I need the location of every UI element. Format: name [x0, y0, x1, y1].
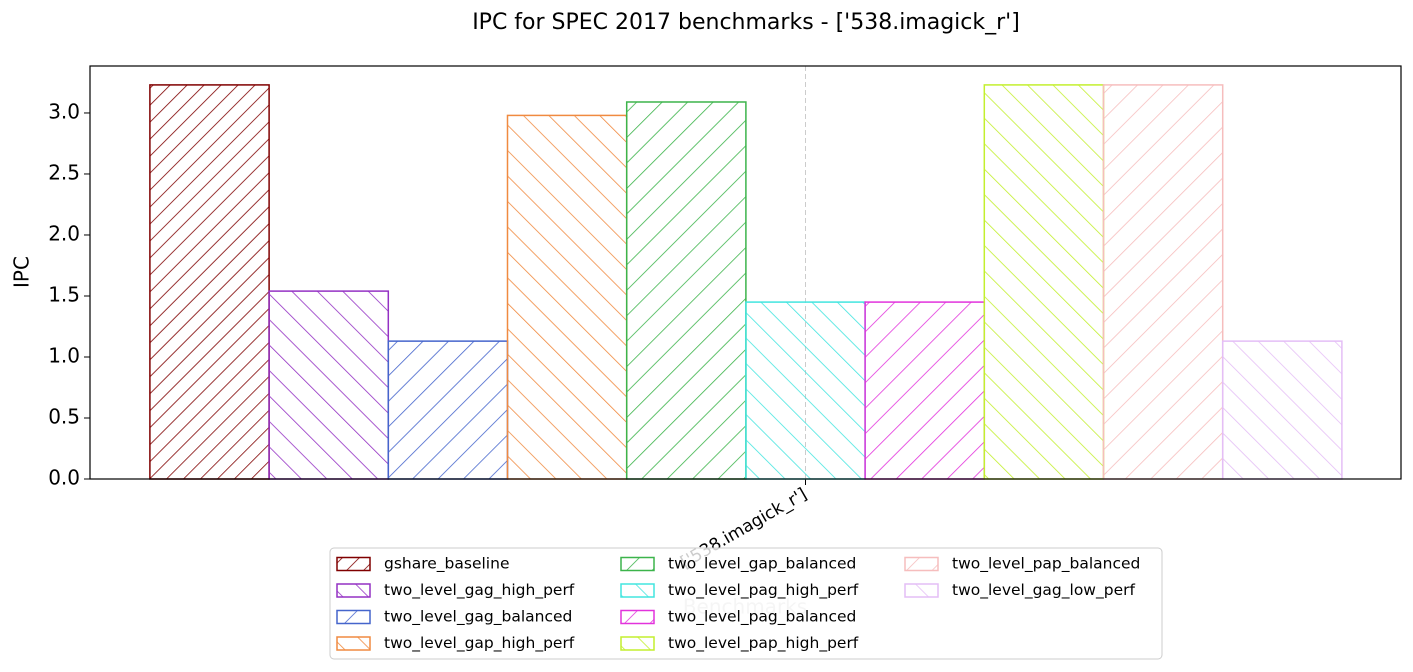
bar — [1221, 340, 1343, 480]
legend-swatch — [904, 583, 939, 598]
bar — [745, 301, 866, 480]
legend-label: two_level_pag_high_perf — [668, 581, 859, 600]
bar — [149, 84, 270, 480]
legend-label: two_level_gag_low_perf — [952, 581, 1135, 600]
legend-label: two_level_pag_balanced — [668, 608, 856, 627]
legend-label: two_level_gag_balanced — [384, 608, 572, 627]
bar — [864, 301, 986, 480]
legend-label: two_level_gap_balanced — [668, 555, 856, 574]
y-tick-label: 0.5 — [48, 404, 80, 428]
legend-swatch — [620, 636, 655, 651]
bar — [268, 290, 390, 480]
y-tick-label: 3.0 — [48, 99, 80, 123]
bar — [625, 101, 747, 480]
legend-swatch — [336, 556, 371, 572]
y-tick-label: 0.0 — [48, 466, 80, 490]
legend-swatch — [620, 556, 655, 572]
plot-frame — [89, 65, 1402, 480]
chart-title: IPC for SPEC 2017 benchmarks - ['538.ima… — [472, 10, 1020, 35]
y-tick-label: 2.5 — [48, 160, 80, 184]
y-axis-label: IPC — [10, 256, 34, 288]
y-tick-label: 1.0 — [48, 343, 80, 367]
bar — [1102, 84, 1224, 480]
legend-label: gshare_baseline — [384, 555, 509, 574]
legend-frame — [329, 547, 1163, 660]
legend-label: two_level_gap_high_perf — [384, 634, 575, 653]
y-tick-label: 1.5 — [48, 282, 80, 306]
bar — [387, 340, 509, 480]
legend-swatch — [620, 609, 655, 625]
bar — [506, 114, 628, 480]
legend-label: two_level_pap_balanced — [952, 555, 1140, 574]
legend-swatch — [620, 583, 655, 598]
legend-label: two_level_gag_high_perf — [384, 581, 575, 600]
legend-swatch — [904, 556, 939, 572]
legend-swatch — [336, 609, 371, 625]
legend-swatch — [336, 636, 371, 651]
legend-swatch — [336, 583, 371, 598]
y-tick-label: 2.0 — [48, 221, 80, 245]
legend-label: two_level_pap_high_perf — [668, 634, 859, 653]
bar — [983, 84, 1105, 480]
